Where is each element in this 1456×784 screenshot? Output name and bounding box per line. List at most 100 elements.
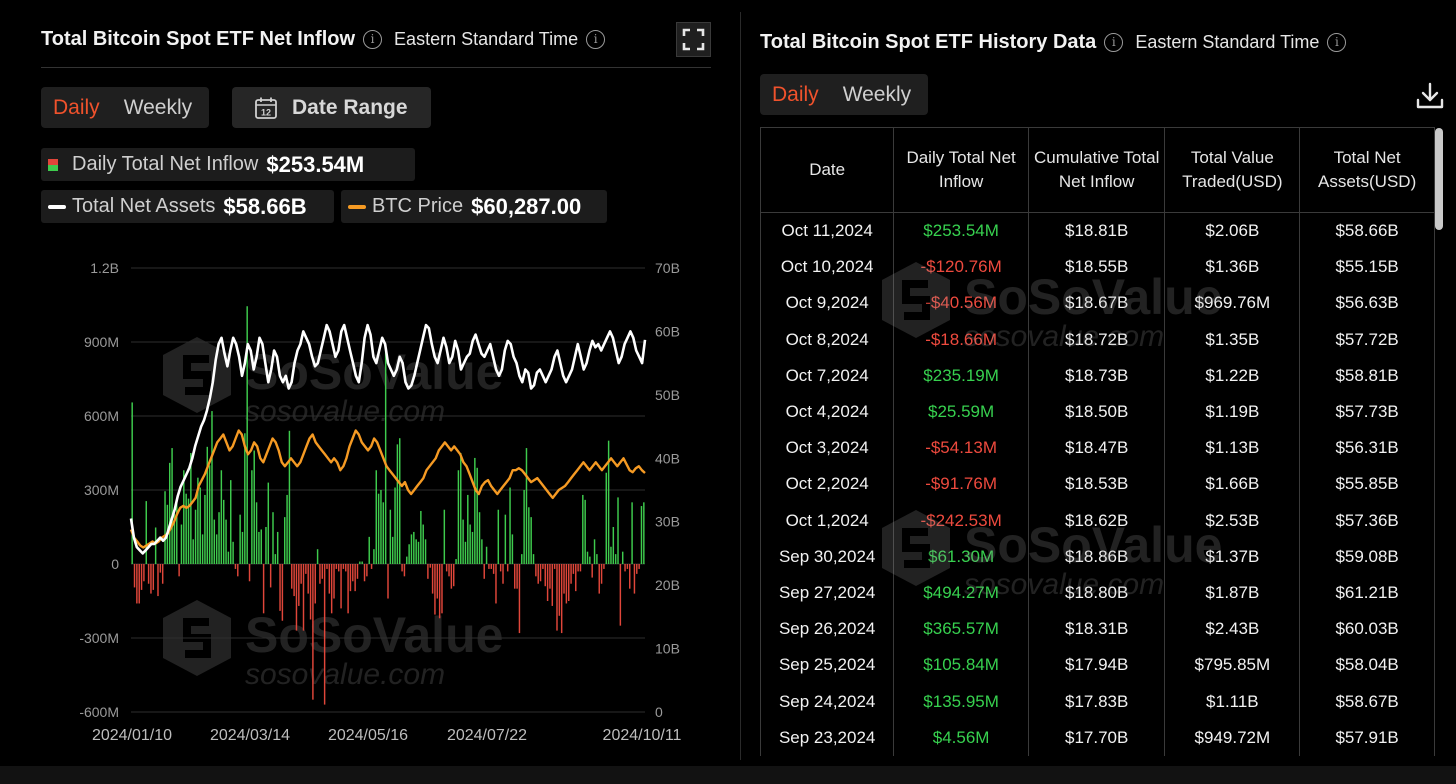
left-axis-tick-label: 300M [84,482,119,498]
table-row[interactable]: Oct 9,2024 -$40.56M $18.67B $969.76M $56.63B [759,285,1435,322]
inflow-bar [549,564,551,589]
table-scrollbar[interactable] [1435,128,1443,230]
assets-cell: $57.73B [1299,393,1435,431]
chart-lines [129,323,647,555]
table-row[interactable]: Oct 3,2024 -$54.13M $18.47B $1.13B $56.31B [759,430,1435,467]
inflow-bar [173,513,176,564]
traded-cell: $1.36B [1164,249,1301,286]
inflow-bar [187,498,190,564]
inflow-bar [201,534,204,564]
inflow-cell: $365.57M [893,611,1029,648]
table-row[interactable]: Oct 7,2024 $235.19M $18.73B $1.22B $58.81B [759,357,1435,394]
inflow-bar [417,541,420,564]
assets-line-swatch-icon [48,204,66,209]
info-icon[interactable]: i [363,30,383,49]
inflow-bar [391,536,394,564]
inflow-bar [542,564,544,569]
inflow-bar [612,527,615,564]
inflow-bar [276,531,279,564]
inflow-bar [582,494,584,564]
inflow-chart[interactable]: SoSoValuesosovalue.comSoSoValuesosovalue… [0,250,740,750]
left-timezone-label: Eastern Standard Time [394,29,579,49]
history-table: Date Daily Total Net Inflow Cumulative T… [759,127,1435,756]
inflow-bar [225,519,227,564]
inflow-bar [617,497,619,564]
inflow-bar [284,517,286,564]
left-tab-weekly[interactable]: Weekly [123,95,193,119]
table-row[interactable]: Oct 10,2024 -$120.76M $18.55B $1.36B $55.15B [759,249,1435,286]
assets-cell: $56.63B [1299,285,1435,322]
date-range-button[interactable]: 12 Date Range [232,87,431,128]
inflow-bar [300,564,302,584]
left-tab-daily[interactable]: Daily [53,95,100,119]
inflow-bar [159,564,162,573]
column-header-traded[interactable]: Total Value Traded(USD) [1164,127,1301,213]
inflow-bar [354,564,356,592]
table-row[interactable]: Oct 11,2024 $253.54M $18.81B $2.06B $58.66B [759,212,1435,250]
inflow-bar [485,546,488,564]
inflow-bar [471,531,474,564]
inflow-bar [410,534,413,564]
inflow-bar [197,477,199,564]
inflow-bar [368,536,370,564]
inflow-bar [281,564,284,621]
inflow-bar [497,509,500,564]
inflow-bar [567,564,570,601]
inflow-bar [476,467,478,564]
inflow-bar [373,549,375,564]
table-row[interactable]: Sep 25,2024 $105.84M $17.94B $795.85M $58.04… [759,647,1435,684]
inflow-bar [603,564,605,569]
table-row[interactable]: Sep 26,2024 $365.57M $18.31B $2.43B $60.03B [759,611,1435,648]
inflow-cell: $253.54M [893,212,1029,250]
table-row[interactable]: Sep 30,2024 $61.30M $18.86B $1.37B $59.08B [759,538,1435,575]
inflow-cell: -$242.53M [893,502,1029,539]
right-tab-daily[interactable]: Daily [772,82,819,106]
right-title-row: Total Bitcoin Spot ETF History Data i Ea… [760,31,1358,54]
info-icon[interactable]: i [1104,33,1124,52]
net-inflow-panel: Total Bitcoin Spot ETF Net Inflow i East… [0,22,740,750]
table-header-row: Date Daily Total Net Inflow Cumulative T… [759,127,1435,213]
table-row[interactable]: Sep 23,2024 $4.56M $17.70B $949.72M $57.91B [759,719,1435,756]
inflow-bar [389,509,392,564]
inflow-bar [309,564,312,620]
fullscreen-button[interactable] [676,22,711,57]
right-tab-weekly[interactable]: Weekly [842,82,912,106]
date-cell: Oct 10,2024 [759,249,895,286]
table-row[interactable]: Oct 8,2024 -$18.66M $18.72B $1.35B $57.72B [759,321,1435,358]
inflow-bar [401,564,403,572]
inflow-bar [363,564,366,582]
column-header-daily-inflow[interactable]: Daily Total Net Inflow [893,127,1029,213]
inflow-bar [176,502,178,564]
inflow-bar [420,510,422,564]
inflow-bar [640,506,643,564]
inflow-bar [551,564,554,606]
table-row[interactable]: Sep 24,2024 $135.95M $17.83B $1.11B $58.67B [759,683,1435,720]
table-row[interactable]: Sep 27,2024 $494.27M $18.80B $1.87B $61.21B [759,574,1435,612]
column-header-date[interactable]: Date [759,127,895,213]
table-row[interactable]: Oct 4,2024 $25.59M $18.50B $1.19B $57.73B [759,393,1435,431]
assets-cell: $55.85B [1299,466,1435,503]
download-icon[interactable] [1415,81,1445,111]
date-cell: Oct 7,2024 [759,357,895,394]
inflow-bar [523,490,525,564]
column-header-cumulative[interactable]: Cumulative Total Net Inflow [1027,127,1166,213]
legend-total-net-assets[interactable]: Total Net Assets $58.66B [41,190,334,223]
inflow-bar [377,493,380,564]
legend-net-inflow[interactable]: Daily Total Net Inflow $253.54M [41,148,415,181]
table-row[interactable]: Oct 2,2024 -$91.76M $18.53B $1.66B $55.85B [759,466,1435,503]
table-row[interactable]: Oct 1,2024 -$242.53M $18.62B $2.53B $57.36B [759,502,1435,539]
inflow-bar [478,512,481,564]
inflow-bar [384,346,387,564]
inflow-bar [208,465,211,564]
timezone-info-icon[interactable]: i [1327,33,1347,52]
inflow-bar [255,502,258,564]
inflow-bar [511,534,514,564]
legend-btc-price[interactable]: BTC Price $60,287.00 [341,190,607,223]
inflow-bar [565,564,568,604]
timezone-info-icon[interactable]: i [586,30,606,49]
x-axis-tick-label: 2024/10/11 [603,727,682,744]
inflow-bar [288,430,291,564]
right-axis-tick-label: 70B [655,260,680,276]
column-header-assets[interactable]: Total Net Assets(USD) [1299,127,1435,213]
inflow-bar [462,519,464,564]
